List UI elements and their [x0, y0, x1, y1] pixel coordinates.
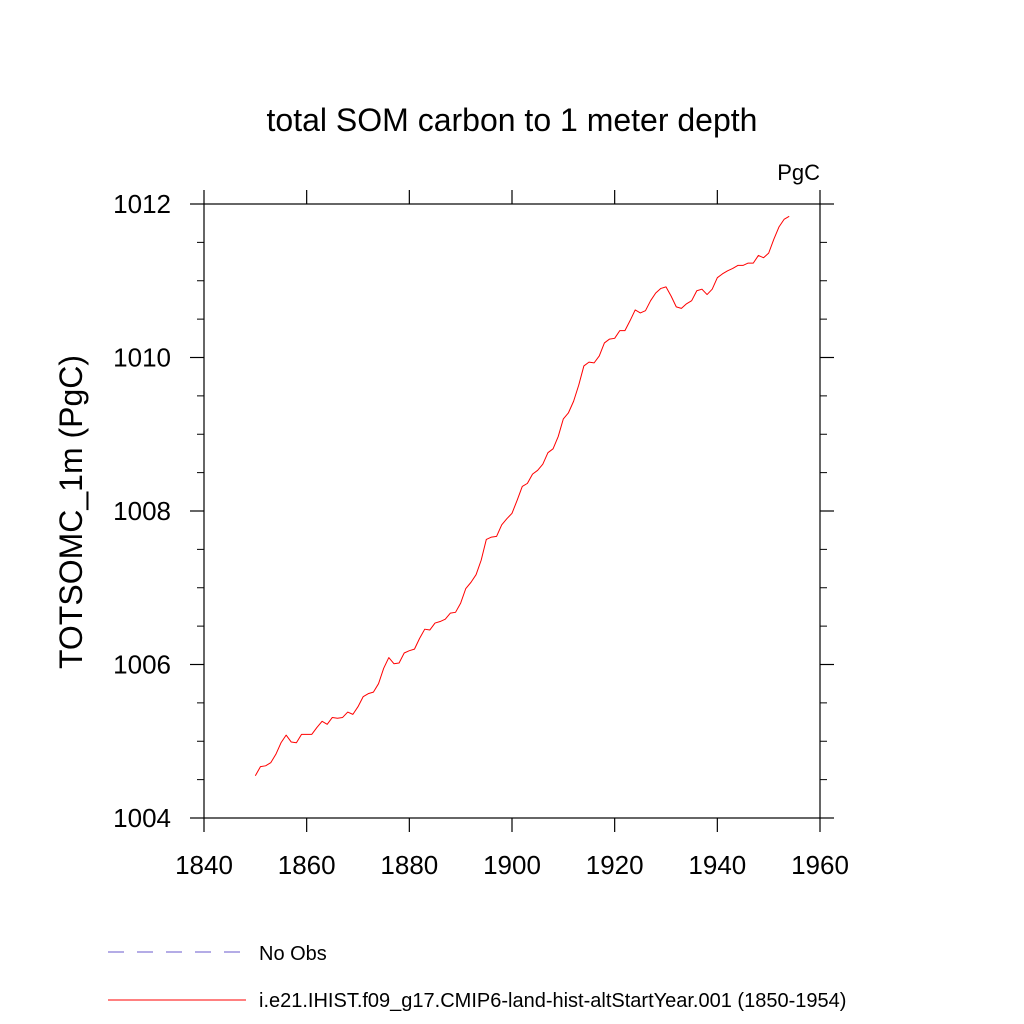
x-tick-label: 1860 — [278, 850, 336, 880]
units-label: PgC — [777, 160, 820, 185]
legend: No Obs i.e21.IHIST.f09_g17.CMIP6-land-hi… — [108, 943, 846, 1012]
x-tick-label: 1920 — [586, 850, 644, 880]
y-tick-label: 1012 — [113, 189, 171, 219]
legend-label-model: i.e21.IHIST.f09_g17.CMIP6-land-hist-altS… — [259, 990, 846, 1012]
series-layer — [254, 215, 790, 777]
x-tick-label: 1900 — [483, 850, 541, 880]
y-tick-label: 1008 — [113, 496, 171, 526]
y-tick-label: 1006 — [113, 650, 171, 680]
x-tick-label: 1840 — [175, 850, 233, 880]
chart-title: total SOM carbon to 1 meter depth — [267, 102, 758, 138]
series-line — [254, 215, 790, 777]
x-tick-label: 1880 — [380, 850, 438, 880]
y-axis-label: TOTSOMC_1m (PgC) — [53, 355, 89, 669]
plot-frame — [203, 203, 821, 819]
x-tick-label: 1960 — [791, 850, 849, 880]
legend-label-no-obs: No Obs — [259, 943, 327, 965]
y-tick-label: 1010 — [113, 343, 171, 373]
y-tick-label: 1004 — [113, 803, 171, 833]
axis-ticks — [190, 190, 834, 832]
axis-tick-labels: 1840 1860 1880 1900 1920 1940 1960 1004 1006 1008… — [113, 189, 849, 880]
x-tick-label: 1940 — [688, 850, 746, 880]
